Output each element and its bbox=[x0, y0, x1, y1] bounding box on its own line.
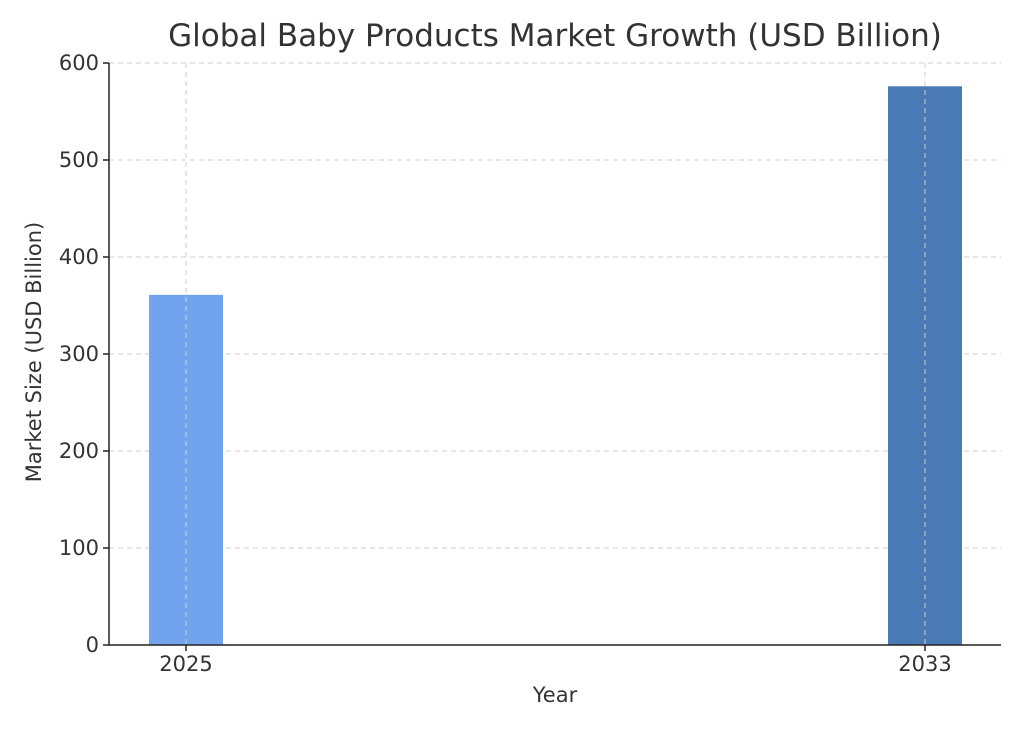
y-tick-label-600: 600 bbox=[59, 51, 99, 75]
y-tick-label-100: 100 bbox=[59, 536, 99, 560]
y-tick-label-0: 0 bbox=[86, 633, 99, 657]
y-axis-label: Market Size (USD Billion) bbox=[22, 222, 46, 482]
bars-layer bbox=[149, 63, 962, 645]
y-tick-label-500: 500 bbox=[59, 148, 99, 172]
x-tick-label-2033: 2033 bbox=[898, 652, 951, 676]
y-tick-label-400: 400 bbox=[59, 245, 99, 269]
chart-title: Global Baby Products Market Growth (USD … bbox=[168, 18, 942, 54]
x-axis-label: Year bbox=[532, 683, 578, 707]
ticks-layer: 0 100 200 300 400 500 600 2025 2033 bbox=[59, 51, 952, 676]
y-tick-label-200: 200 bbox=[59, 439, 99, 463]
grid-layer bbox=[109, 62, 1001, 645]
y-tick-label-300: 300 bbox=[59, 342, 99, 366]
x-tick-label-2025: 2025 bbox=[159, 652, 212, 676]
